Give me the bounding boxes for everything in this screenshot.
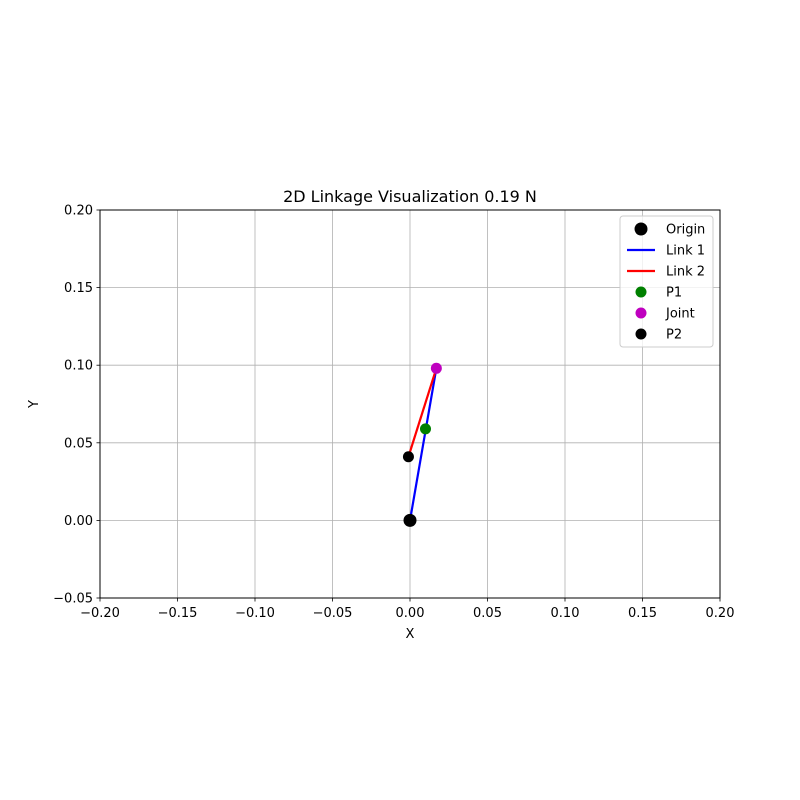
- x-tick-label: −0.15: [158, 606, 198, 621]
- link-2-line: [407, 367, 438, 458]
- plot-data: [402, 362, 442, 527]
- x-tick-label: 0.00: [396, 606, 425, 621]
- legend-entry-origin: Origin: [634, 222, 705, 238]
- x-tick-label: 0.20: [706, 606, 735, 621]
- legend-label-p1: P1: [666, 286, 682, 301]
- legend-swatch-origin: [634, 222, 648, 236]
- link-1-line: [408, 368, 438, 521]
- legend-label-link-1: Link 1: [666, 244, 705, 259]
- origin-point: [403, 513, 417, 527]
- p2-point: [402, 451, 414, 463]
- legend-swatch-p2: [635, 328, 647, 340]
- legend-entry-link-1: Link 1: [627, 244, 705, 259]
- legend-label-link-2: Link 2: [666, 265, 705, 280]
- y-tick-label: −0.05: [53, 592, 93, 607]
- x-tick-label: −0.05: [313, 606, 353, 621]
- y-tick-label: 0.00: [64, 514, 93, 529]
- legend-swatch-p1: [635, 286, 647, 298]
- legend-label-joint: Joint: [665, 307, 695, 322]
- x-axis-label: X: [406, 627, 415, 642]
- x-tick-label: −0.20: [80, 606, 120, 621]
- y-tick-label: 0.15: [64, 281, 93, 296]
- legend: Origin Link 1 Link 2 P1 Joint P2: [619, 215, 714, 348]
- ticks: −0.20 −0.15 −0.10 −0.05 0.00 0.05 0.10 0.15 0.20…: [53, 204, 734, 622]
- joint-point: [430, 362, 442, 374]
- x-tick-label: 0.10: [551, 606, 580, 621]
- legend-label-p2: P2: [666, 328, 682, 343]
- legend-label-origin: Origin: [666, 223, 705, 238]
- chart-title: 2D Linkage Visualization 0.19 N: [283, 187, 537, 206]
- y-tick-label: 0.10: [64, 359, 93, 374]
- legend-swatch-joint: [635, 307, 647, 319]
- x-tick-label: 0.15: [628, 606, 657, 621]
- legend-entry-joint: Joint: [635, 307, 695, 322]
- y-tick-label: 0.20: [64, 204, 93, 219]
- x-tick-label: −0.10: [235, 606, 275, 621]
- y-tick-label: 0.05: [64, 436, 93, 451]
- x-tick-label: 0.05: [473, 606, 502, 621]
- y-axis-label: Y: [27, 400, 42, 409]
- grid: [99, 209, 721, 599]
- p1-point: [420, 423, 431, 435]
- legend-entry-p1: P1: [635, 286, 682, 301]
- legend-entry-link-2: Link 2: [627, 265, 705, 280]
- legend-entry-p2: P2: [635, 328, 682, 343]
